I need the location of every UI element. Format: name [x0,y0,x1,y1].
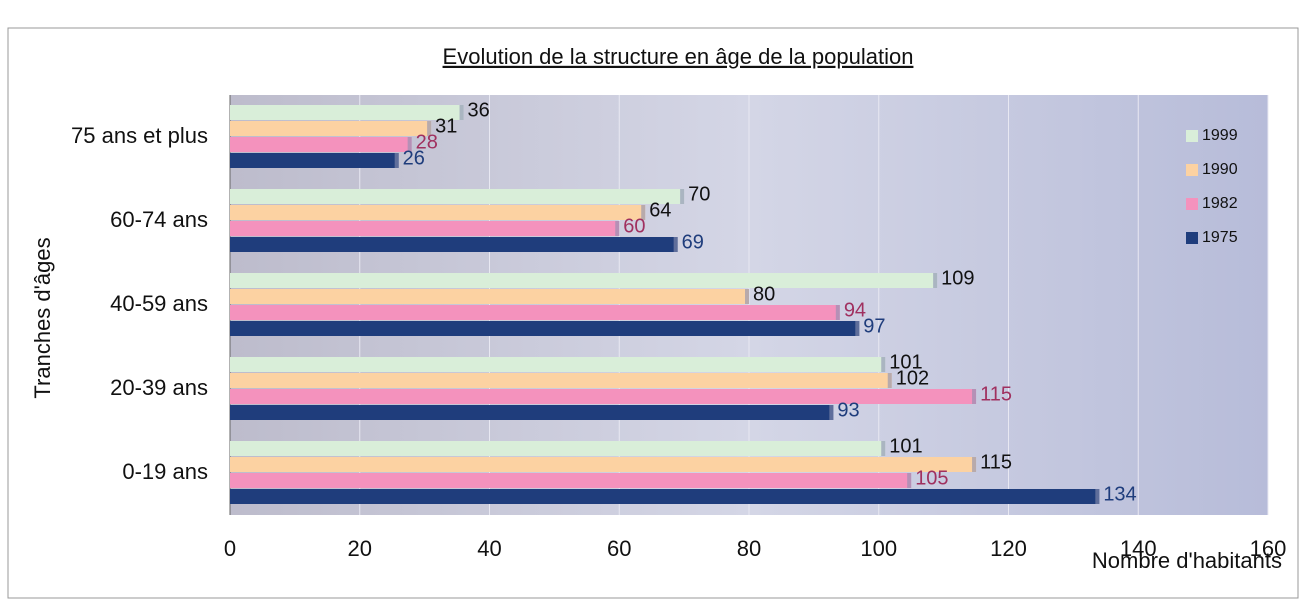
value-label: 94 [844,299,866,321]
x-tick-label: 140 [1120,536,1157,561]
value-label: 109 [941,267,974,289]
value-label: 26 [403,147,425,169]
value-label: 93 [837,399,859,421]
bar-end [835,305,840,320]
legend-swatch [1186,198,1198,210]
bar-end [972,457,977,472]
x-tick-label: 160 [1250,536,1287,561]
value-label: 60 [623,215,645,237]
bar [230,373,892,388]
bar [230,305,840,320]
value-label: 115 [980,451,1012,473]
x-axis-label: Nombre d'habitants [1092,548,1282,573]
y-tick-label: 75 ans et plus [71,123,208,148]
bar [230,137,412,152]
bar-end [855,321,860,336]
bar [230,153,399,168]
bar [230,489,1100,504]
x-tick-label: 20 [348,536,372,561]
x-tick-label: 0 [224,536,236,561]
bar-end [641,205,646,220]
chart-title: Evolution de la structure en âge de la p… [443,44,914,69]
bar-end [680,189,685,204]
bar-end [829,405,834,420]
bar [230,321,860,336]
value-label: 70 [688,183,710,205]
value-label: 97 [863,315,885,337]
bar [230,405,834,420]
bar [230,473,912,488]
x-tick-label: 80 [737,536,761,561]
x-tick-label: 40 [477,536,501,561]
x-tick-label: 120 [990,536,1027,561]
bar-end [407,137,412,152]
bar [230,441,886,456]
bar-end [673,237,678,252]
bar [230,121,432,136]
bar [230,357,886,372]
y-tick-label: 0-19 ans [122,459,208,484]
value-label: 36 [468,99,490,121]
bar [230,237,678,252]
legend-swatch [1186,232,1198,244]
value-label: 31 [435,115,457,137]
bar-end [907,473,912,488]
bar-end [459,105,464,120]
value-label: 28 [416,131,438,153]
bar-end [881,357,886,372]
legend-swatch [1186,130,1198,142]
y-axis-label: Tranches d'âges [30,237,55,398]
frame [7,27,1299,599]
bar-end [427,121,432,136]
legend-swatch [1186,164,1198,176]
y-tick-label: 40-59 ans [110,291,208,316]
x-tick-label: 60 [607,536,631,561]
value-label: 69 [682,231,704,253]
bar-end [881,441,886,456]
value-label: 64 [649,199,671,221]
bar [230,389,977,404]
bar-end [933,273,938,288]
bar [230,273,938,288]
value-label: 105 [915,467,948,489]
value-label: 102 [896,367,929,389]
bar [230,205,646,220]
bar-end [615,221,620,236]
legend-label: 1999 [1202,127,1238,144]
bar [230,457,977,472]
legend-label: 1975 [1202,229,1238,246]
bar [230,189,685,204]
bar-end [1095,489,1100,504]
value-label: 101 [889,435,922,457]
bar [230,221,620,236]
x-tick-label: 100 [860,536,897,561]
legend-label: 1982 [1202,195,1238,212]
value-label: 80 [753,283,775,305]
y-tick-label: 20-39 ans [110,375,208,400]
value-label: 101 [889,351,922,373]
bar-end [394,153,399,168]
legend-label: 1990 [1202,161,1238,178]
bar-end [972,389,977,404]
bar-end [745,289,749,304]
y-tick-label: 60-74 ans [110,207,208,232]
bar [230,289,749,304]
value-label: 115 [980,383,1012,405]
value-label: 134 [1103,483,1136,505]
bar-end [887,373,892,388]
bar [230,105,464,120]
